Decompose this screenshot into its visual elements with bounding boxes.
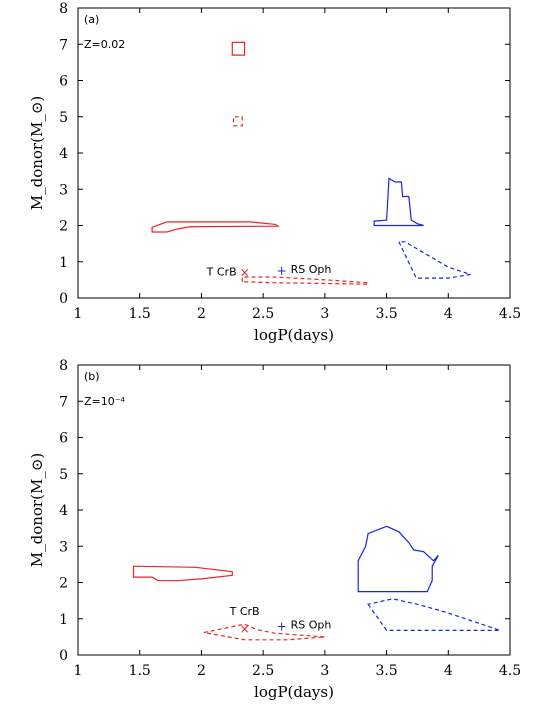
region-red-dashed-1 (232, 116, 243, 127)
x-tick-label: 1.5 (129, 306, 151, 322)
plot-frame (77, 7, 511, 299)
star-marker-t-crb: × (240, 266, 250, 280)
metallicity-label: Z=0.02 (84, 38, 125, 51)
y-tick-label: 3 (59, 182, 68, 198)
star-marker-rs-oph: + (277, 620, 287, 634)
x-axis-label: logP(days) (254, 326, 334, 344)
x-tick-label: 3 (320, 306, 329, 322)
panel-label: (b) (84, 370, 100, 383)
chart-panel-b: 1 1.5 2 2.5 3 3.5 4 4.5012345678logP(days)M_don… (28, 358, 521, 701)
x-tick-label: 1 (74, 306, 83, 322)
x-tick-label: 4.5 (499, 306, 521, 322)
panel-label: (a) (84, 13, 99, 26)
y-tick-label: 6 (59, 74, 68, 90)
y-tick-label: 8 (59, 358, 68, 374)
y-tick-label: 5 (59, 110, 68, 126)
y-tick-label: 4 (59, 146, 68, 162)
region-red-dashed-1 (203, 623, 325, 641)
chart-panel-a: 1 1.5 2 2.5 3 3.5 4 4.5012345678logP(days)M_don… (28, 1, 521, 344)
y-tick-label: 2 (59, 219, 68, 235)
x-tick-label: 1.5 (129, 663, 151, 679)
region-red-solid-0 (231, 41, 246, 56)
y-tick-label: 4 (59, 503, 68, 519)
y-tick-label: 7 (59, 394, 68, 410)
y-tick-label: 5 (59, 467, 68, 483)
x-tick-label: 4 (444, 306, 453, 322)
y-tick-label: 1 (59, 255, 68, 271)
region-red-solid-0 (132, 565, 233, 582)
x-tick-label: 2 (197, 663, 206, 679)
star-marker-t-crb: × (240, 622, 250, 636)
region-blue-dashed-5 (397, 241, 471, 279)
y-tick-label: 0 (59, 291, 68, 307)
x-tick-label: 2.5 (252, 306, 274, 322)
region-red-solid-2 (151, 221, 280, 233)
x-tick-label: 3 (320, 663, 329, 679)
y-tick-label: 8 (59, 1, 68, 17)
y-tick-label: 7 (59, 37, 68, 53)
x-tick-label: 3.5 (375, 663, 397, 679)
star-label-t-crb: T CrB (206, 266, 237, 279)
x-tick-label: 4 (444, 663, 453, 679)
x-tick-label: 3.5 (375, 306, 397, 322)
y-tick-label: 3 (59, 539, 68, 555)
region-blue-solid-2 (357, 525, 439, 593)
region-blue-solid-4 (373, 177, 424, 227)
y-axis-label: M_donor(M_⊙) (28, 96, 46, 211)
x-tick-label: 1 (74, 663, 83, 679)
y-tick-label: 2 (59, 576, 68, 592)
star-marker-rs-oph: + (277, 264, 287, 278)
x-tick-label: 4.5 (499, 663, 521, 679)
x-tick-label: 2 (197, 306, 206, 322)
x-tick-label: 2.5 (252, 663, 274, 679)
region-red-dashed-3 (241, 276, 369, 285)
x-axis-label: logP(days) (254, 683, 334, 701)
star-label-t-crb: T CrB (229, 605, 260, 618)
region-blue-dashed-3 (367, 598, 501, 632)
star-label-rs-oph: RS Oph (291, 263, 332, 276)
star-label-rs-oph: RS Oph (291, 619, 332, 632)
metallicity-label: Z=10⁻⁴ (84, 395, 126, 408)
y-tick-label: 6 (59, 431, 68, 447)
y-tick-label: 1 (59, 612, 68, 628)
y-tick-label: 0 (59, 648, 68, 664)
y-axis-label: M_donor(M_⊙) (28, 453, 46, 568)
